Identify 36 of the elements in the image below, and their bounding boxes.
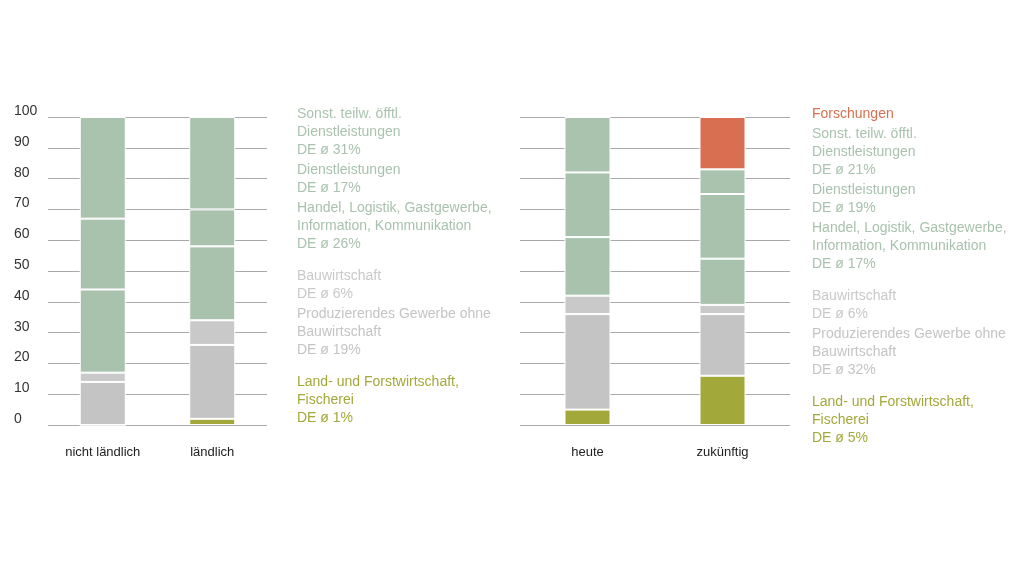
y-tick-label: 70 [14,194,30,211]
text: Forschungen [812,104,895,122]
y-tick-label: 90 [14,132,30,149]
text: DE ø 17% [812,254,877,272]
y-tick-label: 50 [14,256,30,272]
text: DE ø 19% [297,340,362,358]
x-tick-label: zukünftig [696,444,749,459]
text: DE ø 21% [812,160,877,178]
y-tick-label: 20 [14,348,30,365]
x-tick-label: nicht ländlich [65,444,141,459]
x-tick-label: heute [571,444,604,459]
y-tick-label: 10 [14,379,30,396]
text: DE ø 32% [812,360,877,378]
y-tick-label: 80 [14,163,30,180]
text: Dienstleistungen [297,160,402,178]
text: DE ø 1% [297,408,354,426]
text: DE ø 17% [297,178,362,196]
y-tick-label: 60 [14,225,30,242]
y-tick-label: 40 [14,286,30,303]
text: Produzierendes Gewerbe ohne Bauwirtschaft [812,324,1007,360]
text: DE ø 5% [812,428,869,446]
text: Handel, Logistik, Gastgewerbe, Information, Kommunikation [812,218,1007,254]
y-tick-label: 30 [14,317,30,334]
text: Sonst. teilw. öfftl. Dienstleistungen [297,104,403,140]
text: DE ø 19% [812,198,877,216]
y-tick-label: 100 [14,102,38,118]
text: Produzierendes Gewerbe ohne Bauwirtschaft [297,304,492,340]
text: Dienstleistungen [812,180,917,198]
y-tick-label: 0 [14,410,22,426]
text: DE ø 26% [297,234,362,252]
text: Sonst. teilw. öfftl. Dienstleistungen [812,124,918,160]
text: Land- und Forstwirtschaft, Fischerei [297,372,460,408]
text: DE ø 31% [297,140,362,158]
text: Land- und Forstwirtschaft, Fischerei [812,392,975,428]
x-tick-label: ländlich [190,444,235,459]
text: Handel, Logistik, Gastgewerbe, Information, Kommunikation [297,198,492,234]
